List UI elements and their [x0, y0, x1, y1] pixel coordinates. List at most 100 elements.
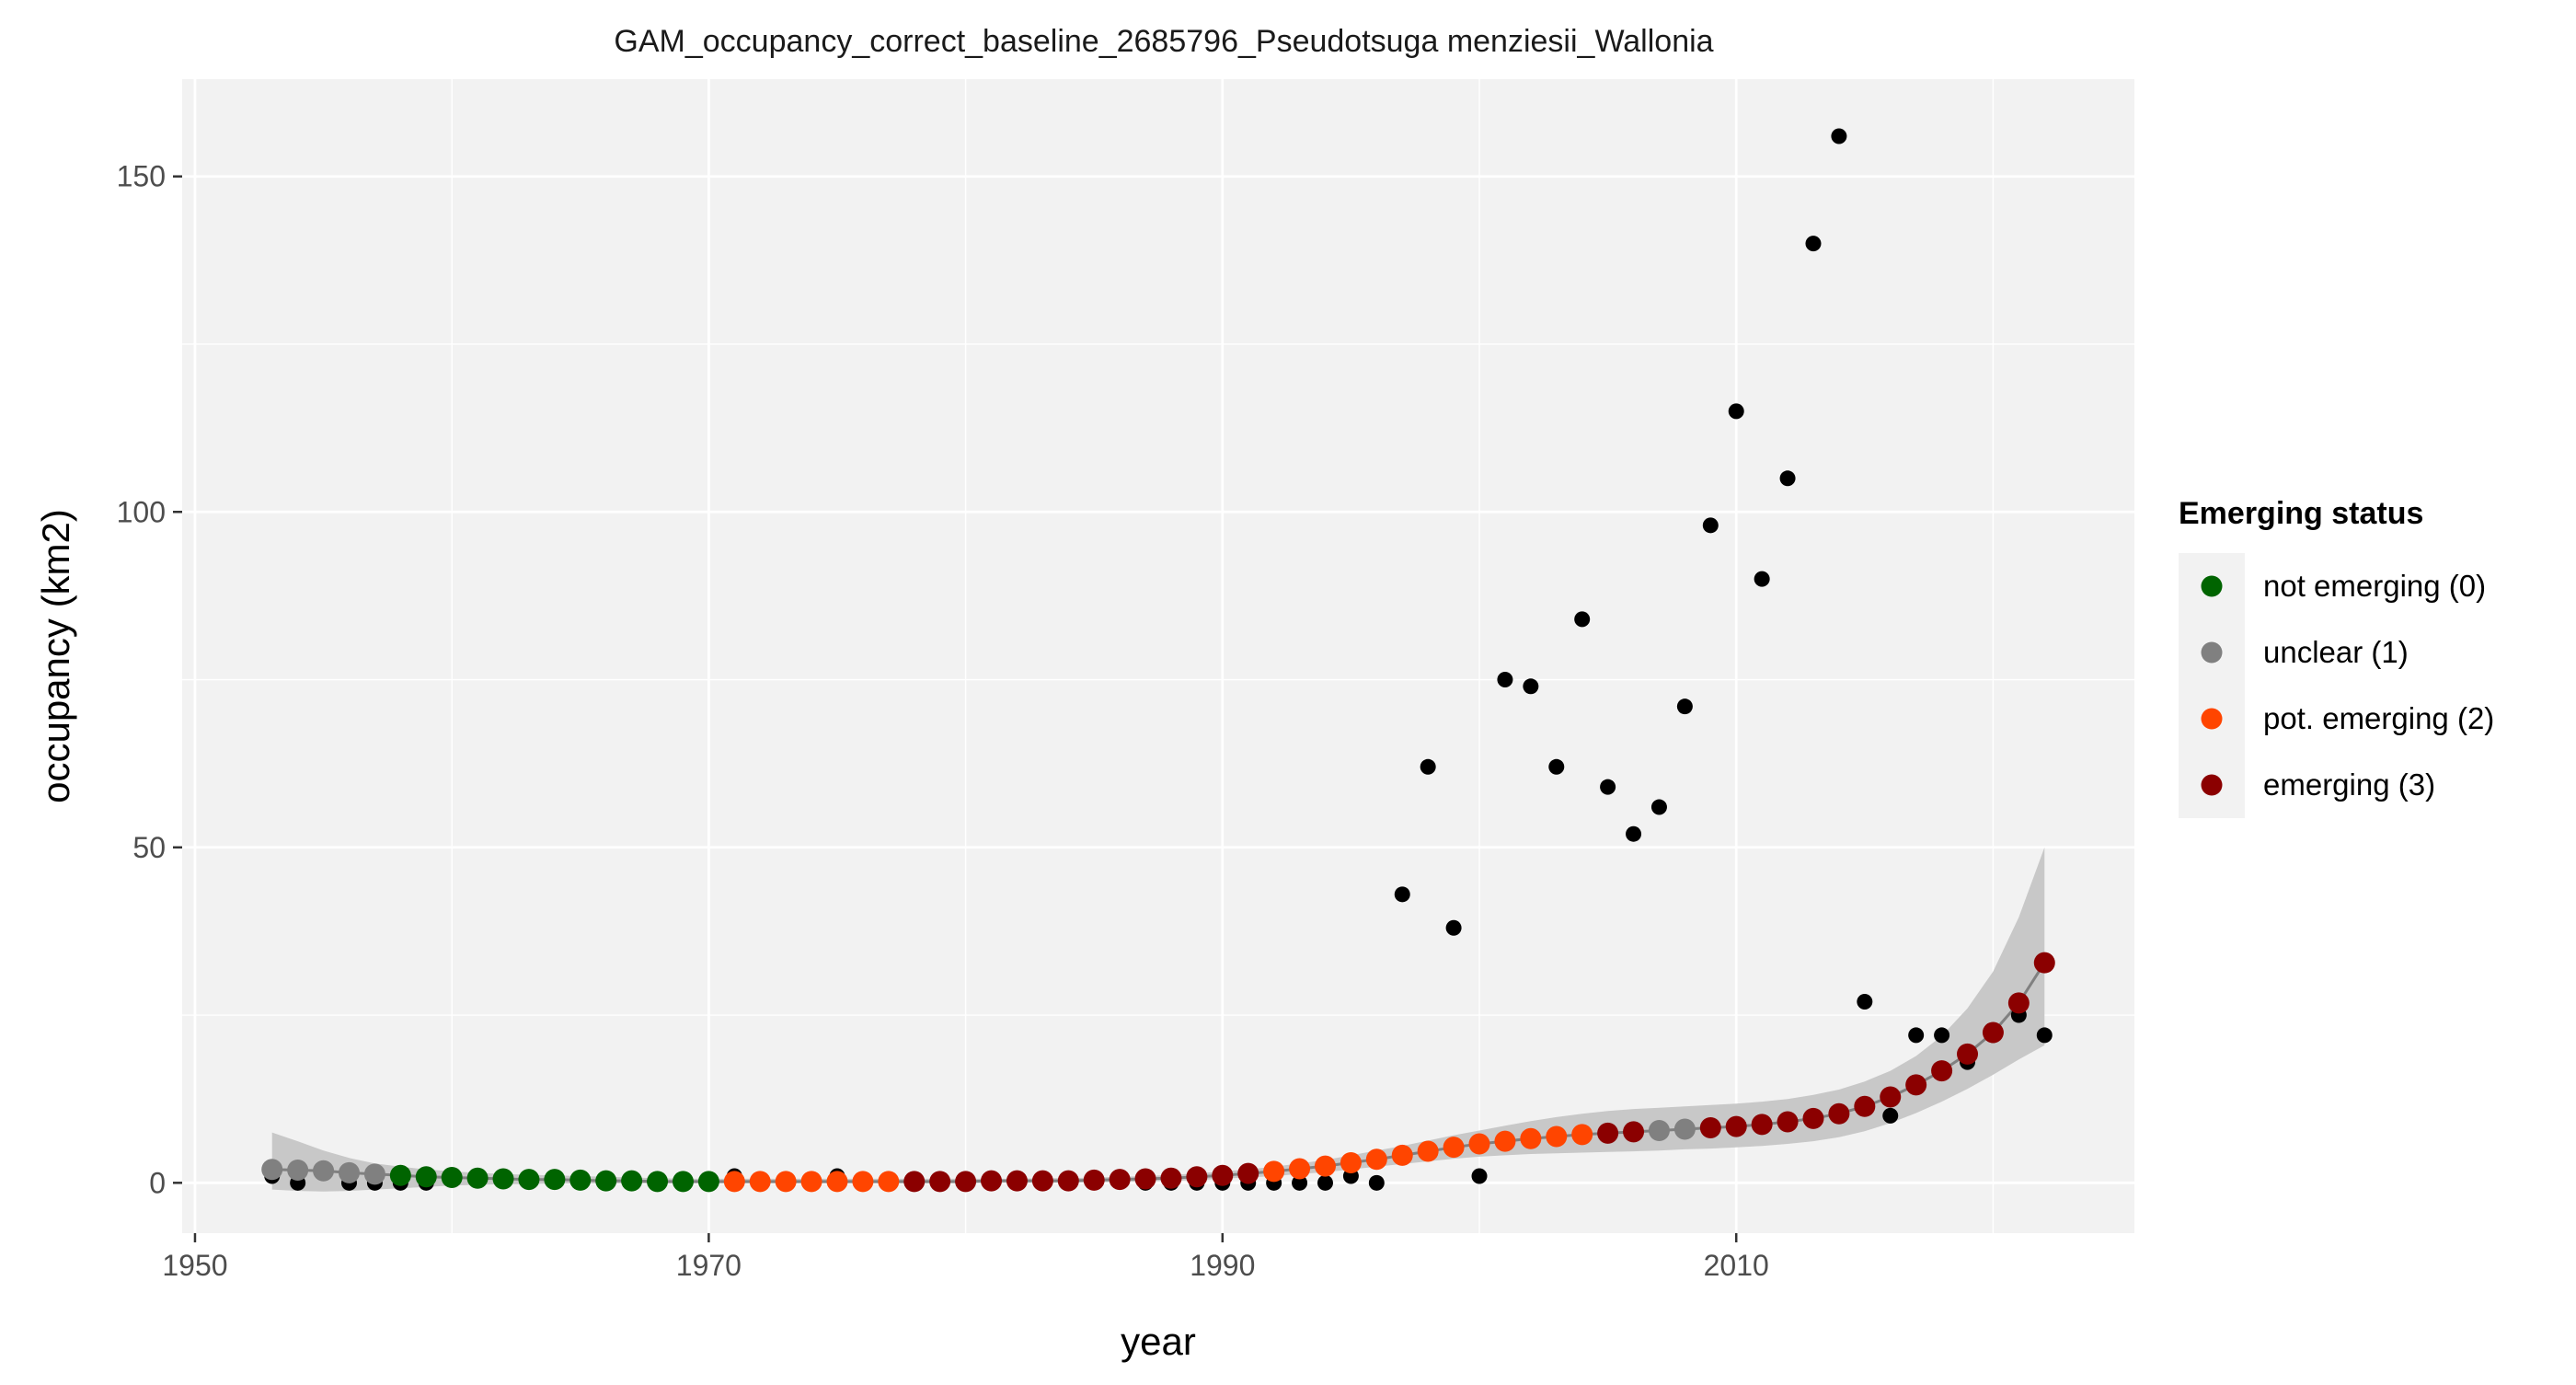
observed-point [1548, 758, 1565, 775]
fit-point [1083, 1169, 1105, 1191]
fit-point [389, 1164, 411, 1186]
fit-point [1186, 1166, 1208, 1188]
observed-point [1805, 236, 1822, 252]
fit-point [1520, 1127, 1542, 1149]
observed-point [1702, 517, 1719, 534]
observed-point [1420, 758, 1436, 775]
fit-point [466, 1167, 489, 1189]
observed-point [1882, 1107, 1899, 1124]
fit-point [1340, 1151, 1362, 1173]
observed-point [1600, 779, 1616, 795]
fit-point [595, 1170, 617, 1192]
observed-point [1676, 698, 1693, 715]
fit-point [1571, 1124, 1593, 1146]
fit-point [261, 1159, 283, 1181]
observed-point [1831, 128, 1847, 144]
fit-point [1031, 1170, 1053, 1192]
observed-point [1394, 886, 1410, 903]
fit-point [1648, 1119, 1670, 1141]
y-tick-label: 100 [117, 495, 166, 528]
fit-line [271, 962, 2046, 1183]
chart-title: GAM_occupancy_correct_baseline_2685796_P… [614, 24, 1713, 59]
observed-point [2036, 1027, 2053, 1044]
observed-point [1292, 1174, 1308, 1191]
fit-point [518, 1169, 540, 1191]
observed-point [1471, 1168, 1488, 1184]
fit-point [1289, 1158, 1311, 1180]
x-tick-label: 1950 [162, 1249, 227, 1282]
y-tick-label: 50 [132, 831, 166, 864]
fit-point [441, 1166, 463, 1188]
fit-point [955, 1171, 977, 1193]
fit-points [261, 952, 2055, 1193]
fit-point [1623, 1121, 1645, 1143]
fit-point [2007, 992, 2030, 1014]
legend-key-background [2179, 553, 2245, 818]
observed-point [1445, 919, 1462, 936]
legend-key [2201, 708, 2223, 730]
plot-panel [182, 79, 2134, 1233]
observed-point [1523, 678, 1539, 695]
fit-point [1160, 1167, 1182, 1189]
fit-point [981, 1170, 1003, 1192]
fit-point [672, 1171, 694, 1193]
fit-point [1263, 1160, 1285, 1183]
fit-point [313, 1160, 335, 1182]
fit-point [1957, 1043, 1979, 1065]
fit-point [287, 1159, 309, 1181]
fit-point [1494, 1130, 1516, 1152]
legend-title: Emerging status [2179, 496, 2423, 531]
fit-point [544, 1169, 566, 1191]
fit-point [1468, 1133, 1490, 1155]
observed-point [1779, 470, 1796, 487]
observed-point [1754, 571, 1770, 587]
fit-point [1777, 1111, 1799, 1133]
y-tick-label: 150 [117, 160, 166, 193]
observed-point [1626, 825, 1642, 842]
legend-key [2201, 641, 2223, 664]
fit-point [878, 1171, 900, 1193]
legend-key [2201, 575, 2223, 597]
x-tick-label: 1990 [1190, 1249, 1255, 1282]
observed-point [1317, 1174, 1333, 1191]
fit-point [1109, 1169, 1131, 1191]
legend-key [2201, 774, 2223, 796]
legend: Emerging status not emerging (0) unclear … [2179, 496, 2494, 818]
fit-point [1237, 1162, 1259, 1184]
fit-point [1751, 1114, 1773, 1136]
y-axis-label: occupancy (km2) [34, 509, 77, 803]
fit-point [697, 1171, 719, 1193]
observed-point [1368, 1174, 1385, 1191]
fit-point [1597, 1122, 1619, 1144]
fit-point [1417, 1140, 1439, 1162]
observed-point [1857, 993, 1873, 1010]
fit-point [1854, 1095, 1876, 1117]
fit-point [647, 1171, 669, 1193]
fit-point [723, 1171, 745, 1193]
fit-point [2033, 952, 2055, 974]
fit-point [492, 1168, 514, 1190]
observed-point [1908, 1027, 1925, 1044]
fit-point [621, 1170, 643, 1192]
observed-point [1934, 1027, 1950, 1044]
fit-point [1725, 1115, 1747, 1137]
fit-point [1443, 1137, 1465, 1159]
fit-point [363, 1163, 385, 1185]
fit-point [826, 1171, 848, 1193]
fit-point [929, 1171, 951, 1193]
fit-point [1880, 1086, 1902, 1108]
legend-label: unclear (1) [2263, 635, 2409, 669]
legend-label: not emerging (0) [2263, 569, 2486, 603]
fit-point [1673, 1118, 1696, 1140]
fit-point [1365, 1148, 1387, 1171]
fit-point [569, 1169, 592, 1191]
fit-point [1828, 1102, 1850, 1125]
observed-point [1650, 799, 1667, 815]
legend-label: emerging (3) [2263, 768, 2435, 802]
fit-point [1699, 1117, 1721, 1139]
fit-point [1391, 1144, 1413, 1166]
observed-point [1574, 611, 1591, 628]
x-axis: 1950 1970 1990 2010 [162, 1233, 1769, 1282]
